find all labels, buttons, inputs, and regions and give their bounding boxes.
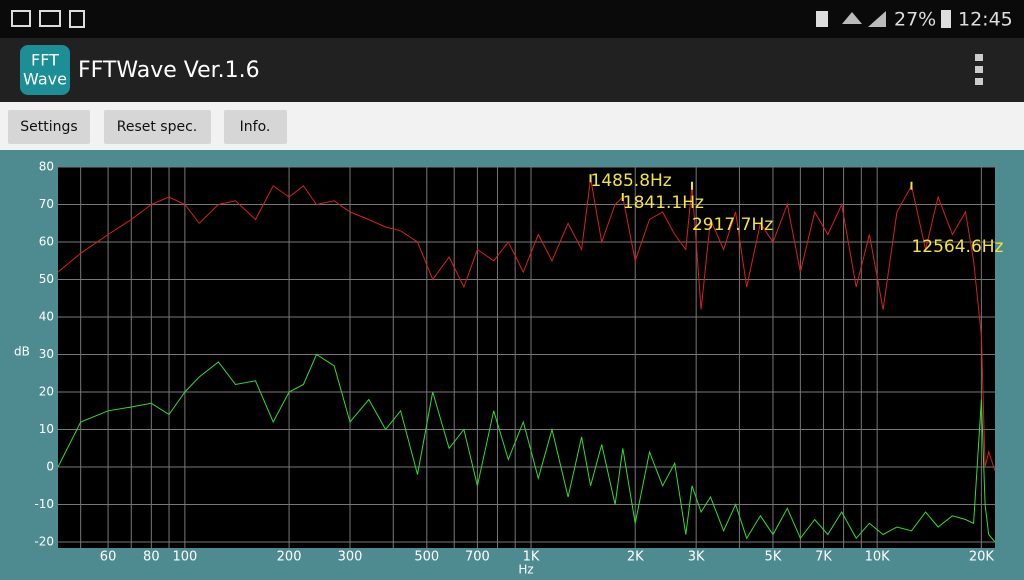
overflow-menu[interactable] (975, 54, 983, 85)
button-label[interactable]: Reset spec. (117, 119, 198, 135)
x-tick-label: 2K (627, 550, 644, 565)
series-line (57, 178, 996, 471)
button[interactable] (224, 110, 287, 144)
y-tick-label: 60 (39, 235, 54, 249)
series-line (57, 353, 996, 543)
y-tick-label: 0 (46, 460, 54, 474)
button-label[interactable]: Settings (20, 119, 77, 135)
x-tick-label: 80 (143, 550, 160, 565)
x-tick-label: 5K (765, 550, 782, 565)
app-icon (20, 45, 70, 95)
x-tick-label: 300 (338, 550, 363, 565)
x-axis-label: Hz (518, 563, 533, 577)
y-tick-label: 30 (39, 347, 54, 361)
wifi-icon (842, 12, 862, 24)
y-tick-label: 10 (39, 422, 54, 436)
button[interactable] (104, 110, 211, 144)
peak-label: 1485.8Hz (591, 171, 672, 191)
y-tick-label: 40 (39, 310, 54, 324)
peak-label: 1841.1Hz (623, 193, 704, 213)
x-tick-label: 7K (815, 550, 832, 565)
plot-area (58, 167, 995, 548)
x-tick-label: 20K (969, 550, 995, 565)
app-bar (0, 38, 1024, 102)
y-tick-label: 80 (39, 160, 54, 174)
signal-icon (868, 11, 886, 27)
battery-text: 27% (894, 9, 936, 31)
x-tick-label: 700 (465, 550, 490, 565)
y-tick-label: 20 (39, 385, 54, 399)
status-bar (0, 0, 1024, 38)
app-title: FFTWave Ver.1.6 (78, 58, 260, 83)
battery-icon (941, 10, 951, 28)
clock: 12:45 (958, 9, 1013, 31)
status-icon (11, 10, 31, 27)
x-tick-label: 60 (100, 550, 117, 565)
status-icon (69, 10, 85, 28)
y-tick-label: 70 (39, 197, 54, 211)
y-axis-label: dB (14, 345, 30, 359)
button-label[interactable]: Info. (240, 119, 271, 135)
x-tick-label: 1K (523, 550, 540, 565)
y-tick-label: 50 (39, 272, 54, 286)
button[interactable] (8, 110, 90, 144)
x-tick-label: 3K (688, 550, 705, 565)
status-icon (39, 10, 61, 27)
x-tick-label: 500 (414, 550, 439, 565)
y-tick-label: -20 (34, 535, 54, 549)
x-tick-label: 10K (865, 550, 891, 565)
y-tick-label: -10 (34, 497, 54, 511)
x-tick-label: 200 (277, 550, 302, 565)
peak-label: 12564.6Hz (911, 237, 1003, 257)
x-tick-label: 100 (172, 550, 197, 565)
app-icon-text: Wave (23, 70, 67, 89)
app-icon-text: FFT (31, 51, 59, 70)
peak-label: 2917.7Hz (692, 215, 773, 235)
status-icon (816, 11, 828, 27)
